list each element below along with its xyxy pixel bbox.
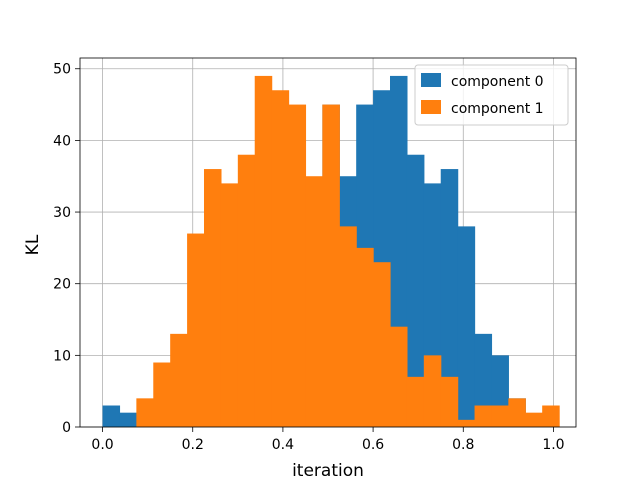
bars	[102, 75, 560, 427]
bar	[119, 412, 137, 427]
bar	[356, 247, 374, 427]
bar	[457, 419, 476, 427]
y-tick-label: 40	[53, 133, 71, 149]
bar	[136, 398, 154, 427]
bar	[474, 333, 493, 427]
bar	[220, 183, 239, 427]
y-tick-label: 10	[53, 348, 71, 364]
x-tick-label: 0.0	[91, 437, 113, 453]
series-1-bars	[136, 75, 560, 427]
legend-label: component 0	[451, 74, 544, 90]
legend-label: component 1	[451, 101, 544, 117]
bar	[440, 376, 459, 427]
bar	[339, 226, 357, 427]
bar	[373, 262, 391, 427]
y-tick-label: 20	[53, 277, 71, 293]
bar	[322, 104, 340, 427]
x-tick-label: 0.4	[272, 437, 294, 453]
bar	[305, 176, 323, 427]
bar	[153, 362, 171, 427]
bar	[423, 355, 442, 427]
bar	[170, 333, 188, 427]
bar	[491, 405, 509, 427]
bar	[237, 154, 256, 427]
bar	[254, 75, 273, 427]
legend-swatch	[421, 100, 441, 114]
bar	[102, 405, 121, 427]
bar	[542, 405, 560, 427]
y-tick-label: 0	[62, 420, 71, 436]
bar	[474, 405, 493, 427]
x-tick-label: 0.8	[452, 437, 474, 453]
bar	[508, 398, 526, 427]
bar	[440, 169, 459, 427]
bar	[204, 169, 222, 427]
bar	[187, 233, 205, 427]
x-tick-label: 0.2	[182, 437, 204, 453]
legend: component 0 component 1	[414, 64, 569, 126]
axes: 0.0 0.2 0.4 0.6 0.8 1.0 0 10 20 30 40 50	[53, 57, 577, 453]
y-tick-label: 50	[53, 62, 71, 78]
x-tick-label: 0.6	[362, 437, 384, 453]
x-axis-label: iteration	[292, 461, 364, 480]
legend-box	[414, 64, 569, 126]
x-tick-label: 1.0	[542, 437, 564, 453]
bar	[288, 104, 307, 427]
y-axis-label: KL	[23, 234, 43, 255]
bar	[457, 226, 476, 427]
y-tick-label: 30	[53, 205, 71, 221]
bar	[271, 90, 290, 427]
bar	[406, 154, 425, 427]
plot-frame	[79, 57, 577, 428]
bar	[406, 376, 425, 427]
bar	[390, 326, 408, 427]
legend-swatch	[421, 73, 441, 87]
bar	[525, 412, 543, 427]
